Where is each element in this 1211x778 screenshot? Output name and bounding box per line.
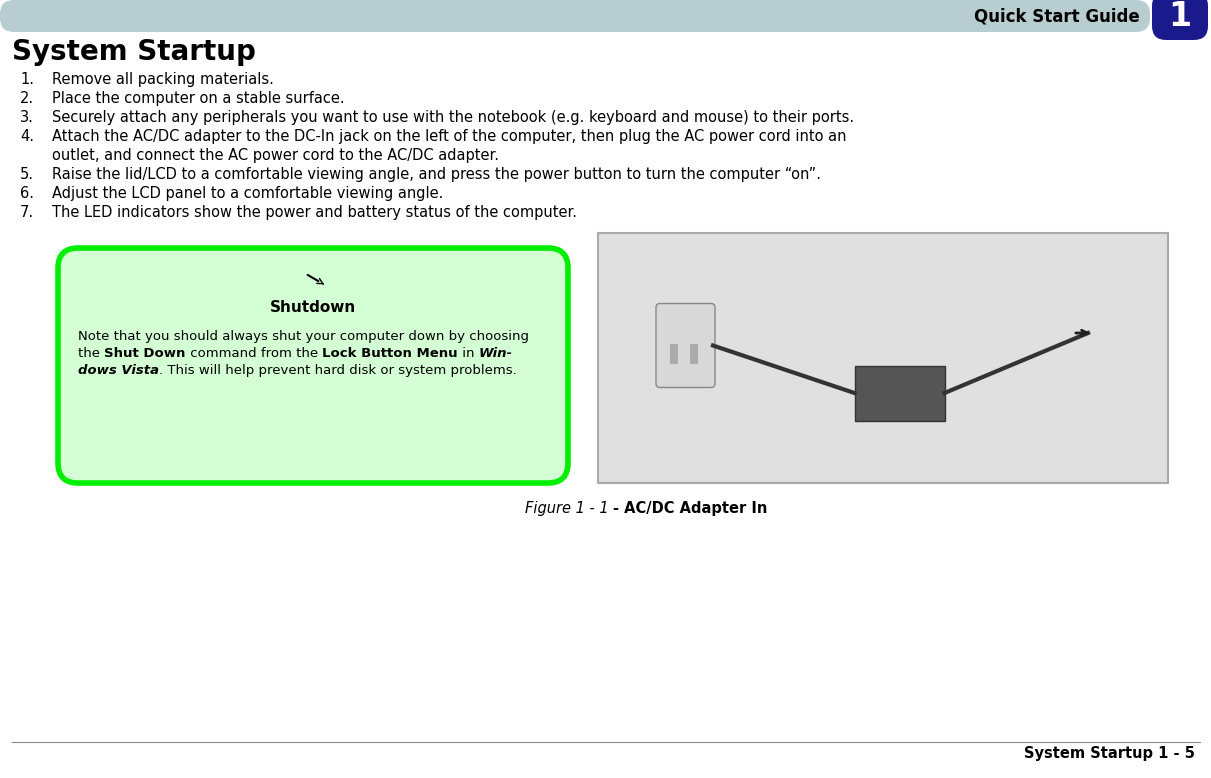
Text: 5.: 5. [21,167,34,182]
Text: 6.: 6. [21,186,34,201]
Text: command from the: command from the [185,347,322,360]
Text: 7.: 7. [21,205,34,220]
Text: - AC/DC Adapter In: - AC/DC Adapter In [613,501,768,516]
Text: Adjust the LCD panel to a comfortable viewing angle.: Adjust the LCD panel to a comfortable vi… [52,186,443,201]
Text: Remove all packing materials.: Remove all packing materials. [52,72,274,87]
Text: Shutdown: Shutdown [270,300,356,315]
Text: System Startup 1 - 5: System Startup 1 - 5 [1025,746,1195,761]
Text: Place the computer on a stable surface.: Place the computer on a stable surface. [52,91,345,106]
Text: Securely attach any peripherals you want to use with the notebook (e.g. keyboard: Securely attach any peripherals you want… [52,110,854,125]
Text: Note that you should always shut your computer down by choosing: Note that you should always shut your co… [78,330,529,343]
Text: the: the [78,347,104,360]
Text: Lock Button Menu: Lock Button Menu [322,347,458,360]
FancyBboxPatch shape [1152,0,1209,40]
FancyBboxPatch shape [656,303,714,387]
Text: outlet, and connect the AC power cord to the AC/DC adapter.: outlet, and connect the AC power cord to… [52,148,499,163]
FancyBboxPatch shape [0,0,1150,32]
Text: 1.: 1. [21,72,34,87]
Text: Raise the lid/LCD to a comfortable viewing angle, and press the power button to : Raise the lid/LCD to a comfortable viewi… [52,167,821,182]
Text: Shut Down: Shut Down [104,347,185,360]
Text: Quick Start Guide: Quick Start Guide [975,7,1140,25]
Text: in: in [458,347,478,360]
FancyBboxPatch shape [598,233,1167,483]
Text: System Startup: System Startup [12,38,256,66]
Text: 1: 1 [1169,0,1192,33]
Text: 2.: 2. [21,91,34,106]
Text: Win-: Win- [478,347,512,360]
Bar [855,366,945,420]
Text: The LED indicators show the power and battery status of the computer.: The LED indicators show the power and ba… [52,205,576,220]
Bar [670,344,678,363]
Text: Figure 1 - 1: Figure 1 - 1 [524,501,613,516]
Text: 3.: 3. [21,110,34,125]
Text: dows Vista: dows Vista [78,364,159,377]
FancyBboxPatch shape [58,248,568,483]
Text: 4.: 4. [21,129,34,144]
Text: Attach the AC/DC adapter to the DC-In jack on the left of the computer, then plu: Attach the AC/DC adapter to the DC-In ja… [52,129,846,144]
Bar [690,344,698,363]
Text: . This will help prevent hard disk or system problems.: . This will help prevent hard disk or sy… [159,364,517,377]
